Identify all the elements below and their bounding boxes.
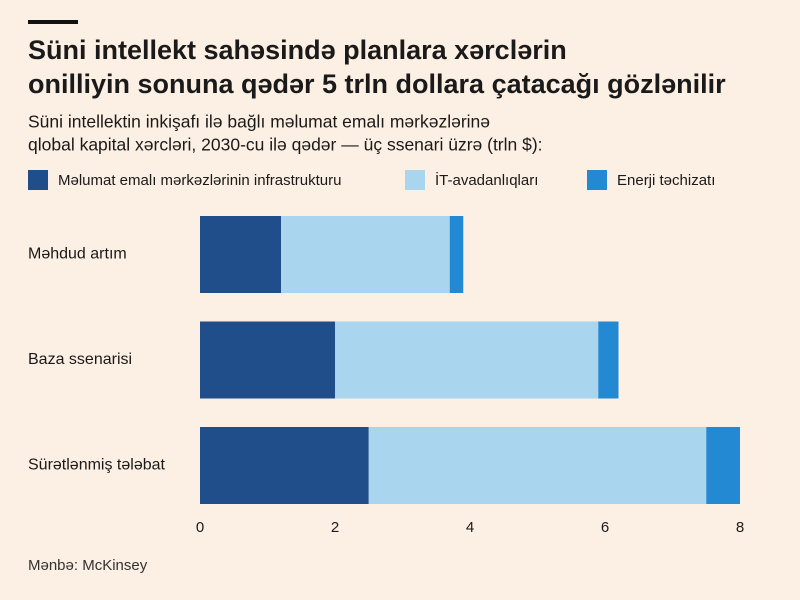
legend-swatch <box>28 170 48 190</box>
legend-label: Məlumat emalı mərkəzlərinin infrastruktu… <box>58 172 341 189</box>
x-tick-label: 2 <box>331 519 339 536</box>
x-tick-label: 4 <box>466 519 474 536</box>
bar-segment <box>200 216 281 293</box>
x-tick-label: 0 <box>196 519 204 536</box>
legend-swatch <box>405 170 425 190</box>
bar-segment <box>200 427 369 504</box>
bar-segment <box>449 216 464 293</box>
subtitle: qlobal kapital xərcləri, 2030-cu ilə qəd… <box>28 135 543 155</box>
x-tick-label: 6 <box>601 519 609 536</box>
title-rule <box>28 20 78 24</box>
x-tick-label: 8 <box>736 519 744 536</box>
legend-swatch <box>587 170 607 190</box>
source: Mənbə: McKinsey <box>28 557 148 574</box>
legend-label: İT-avadanlıqları <box>435 171 538 189</box>
category-label: Məhdud artım <box>28 246 127 263</box>
subtitle: Süni intellektin inkişafı ilə bağlı məlu… <box>28 112 490 132</box>
legend-label: Enerji təchizatı <box>617 172 715 189</box>
category-label: Sürətlənmiş tələbat <box>28 457 166 474</box>
chart-title: onilliyin sonuna qədər 5 trln dollara ça… <box>28 69 726 99</box>
bar-segment <box>368 427 707 504</box>
chart-title: Süni intellekt sahəsində planlara xərclə… <box>28 35 567 65</box>
bar-segment <box>281 216 450 293</box>
bar-segment <box>200 321 335 399</box>
bar-segment <box>598 321 619 399</box>
bar-segment <box>706 427 740 504</box>
category-label: Baza ssenarisi <box>28 351 132 368</box>
bar-segment <box>335 321 599 399</box>
